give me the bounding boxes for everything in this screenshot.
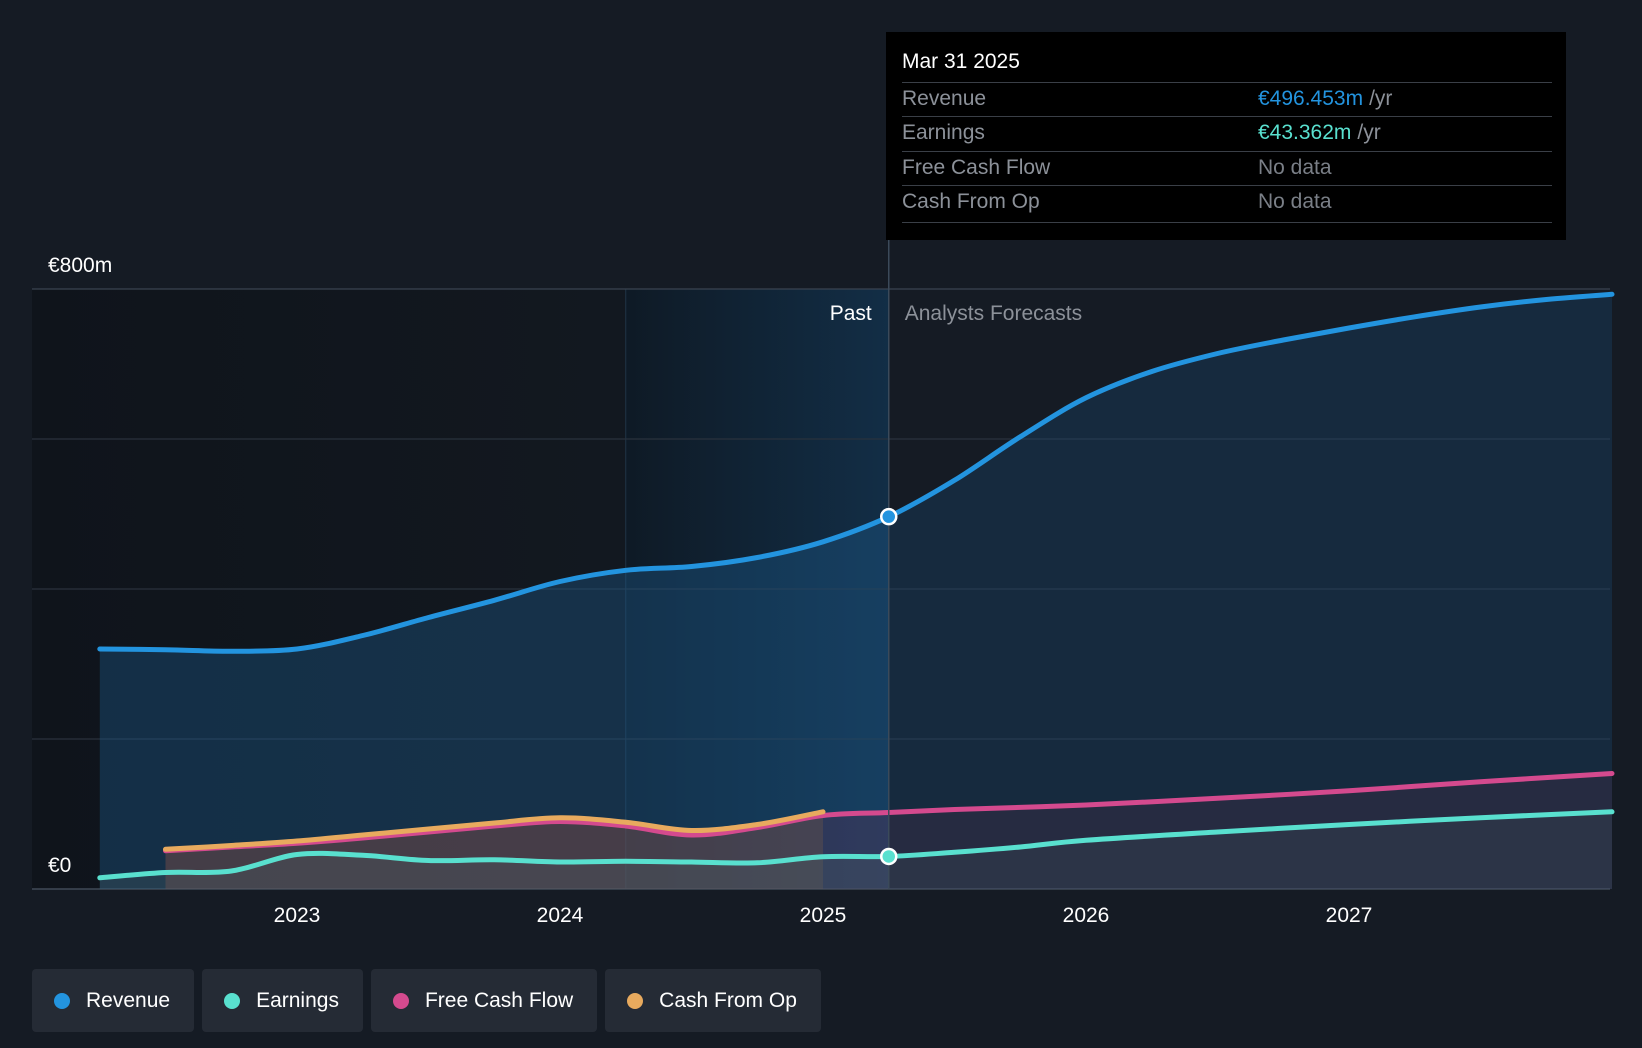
tooltip-panel: Mar 31 2025 Revenue €496.453m/yr Earning… [886,32,1566,240]
earnings-highlight-point [880,847,898,866]
earnings-area-forecast [888,811,1612,889]
legend-label: Cash From Op [659,988,797,1012]
tooltip-row-earnings: Earnings €43.362m/yr [902,116,1552,151]
legend: Revenue Earnings Free Cash Flow Cash Fro… [32,969,821,1032]
revenue-line [97,291,1615,654]
tooltip-date: Mar 31 2025 [902,50,1020,73]
tooltip-value: €43.362m/yr [1258,121,1381,144]
legend-item-cash-from-op[interactable]: Cash From Op [605,969,821,1032]
x-tick-label: 2024 [537,904,584,927]
tooltip-row-cash-from-op: Cash From Op No data [902,185,1552,220]
x-tick-label: 2027 [1326,904,1373,927]
legend-item-free-cash-flow[interactable]: Free Cash Flow [370,969,598,1032]
x-tick-label: 2025 [800,904,847,927]
y-tick-label: €800m [48,254,112,277]
legend-dot-icon [627,992,644,1009]
forecast-label: Analysts Forecasts [905,302,1082,325]
tooltip-value: €496.453m/yr [1258,87,1393,110]
tooltip-label: Free Cash Flow [902,156,1051,179]
legend-dot-icon [224,992,241,1009]
x-tick-label: 2023 [274,904,321,927]
legend-label: Revenue [86,988,171,1012]
tooltip-divider [902,222,1552,223]
revenue-area-past [99,516,889,889]
cash-from-op-line [163,809,826,852]
free-cash-flow-area-past [165,812,889,889]
tooltip-value: No data [1258,190,1332,213]
tooltip-row-free-cash-flow: Free Cash Flow No data [902,151,1552,186]
legend-label: Free Cash Flow [424,988,574,1012]
legend-dot-icon [54,992,70,1009]
tooltip-label: Cash From Op [902,190,1040,213]
tooltip-label: Earnings [902,121,985,144]
tooltip-value: No data [1258,156,1332,179]
revenue-area-forecast [888,294,1612,889]
x-tick-label: 2026 [1063,904,1110,927]
free-cash-flow-line [163,771,1615,854]
tooltip-row-revenue: Revenue €496.453m/yr [902,82,1552,117]
earnings-line [97,809,1615,881]
legend-label: Earnings [256,988,339,1012]
y-tick-label: €0 [48,854,71,877]
revenue-highlight-point [880,507,898,526]
tooltip-label: Revenue [902,87,987,110]
past-label: Past [830,302,872,325]
legend-item-revenue[interactable]: Revenue [32,969,195,1032]
legend-dot-icon [392,992,409,1009]
legend-item-earnings[interactable]: Earnings [202,969,363,1032]
